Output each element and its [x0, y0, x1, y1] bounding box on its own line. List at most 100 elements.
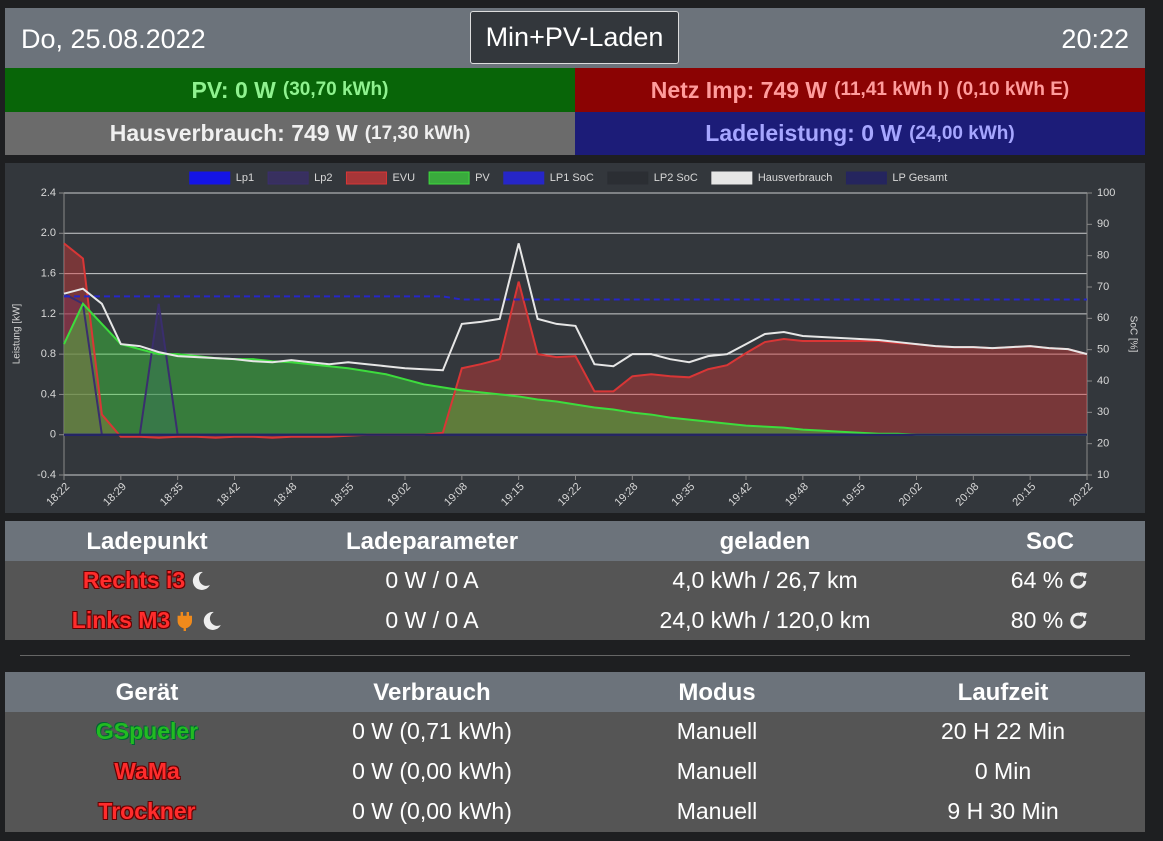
refresh-icon: [1070, 571, 1088, 589]
y-tick-label: 1.6: [41, 267, 56, 279]
row-name: GSpueler: [96, 718, 198, 745]
chart-panel: -0.4 0 0.4 0.8 1.2 1.6 2.0 2.4 10 20 30 40 50 60 70 80 9…: [5, 163, 1145, 513]
row-name: WaMa: [114, 758, 180, 785]
y2-tick-label: 60: [1097, 312, 1109, 324]
legend-swatch: [189, 171, 231, 185]
table-cell: 0 W (0,71 kWh): [352, 718, 512, 745]
table-cell: 80 %: [1011, 607, 1089, 634]
legend-swatch: [428, 171, 470, 185]
cell-text: 0 W (0,71 kWh): [352, 718, 512, 744]
table-cell: 20 H 22 Min: [941, 718, 1065, 745]
charge-summary: Ladeleistung: 0 W (24,00 kWh): [575, 112, 1145, 155]
legend-label: EVU: [392, 172, 415, 184]
table-cell: 64 %: [1011, 567, 1089, 594]
x-tick-label: 18:22: [44, 481, 72, 509]
time: 20:22: [1061, 24, 1129, 54]
table-cell: 0 Min: [975, 758, 1031, 785]
mode-button[interactable]: Min+PV-Laden: [470, 11, 679, 64]
y2-tick-label: 10: [1097, 469, 1109, 481]
column-header: Verbrauch: [373, 679, 491, 706]
table-cell: Manuell: [677, 798, 758, 825]
column-header: SoC: [1026, 528, 1074, 555]
x-tick-label: 19:02: [385, 481, 413, 509]
x-tick-label: 20:22: [1067, 481, 1095, 509]
grid-import: (11,41 kWh I): [834, 79, 950, 100]
cell-text: WaMa: [114, 758, 180, 784]
charge-energy: (24,00 kWh): [909, 122, 1015, 144]
cell-text: 0 W / 0 A: [385, 607, 479, 633]
series-line: [64, 295, 1087, 301]
cell-text: Trockner: [98, 798, 196, 824]
table-cell: 0 W / 0 A: [385, 607, 478, 634]
column-header: Ladeparameter: [345, 528, 519, 555]
legend-swatch: [267, 171, 309, 185]
table-header: Ladepunkt Ladeparameter geladen SoC: [5, 521, 1145, 561]
table-cell: 0 W / 0 A: [385, 567, 478, 594]
cell-text: 24,0 kWh / 120,0 km: [659, 607, 871, 633]
legend-swatch: [607, 171, 649, 185]
column-header: Laufzeit: [957, 679, 1049, 706]
area-fill: [64, 243, 1087, 438]
y2-tick-label: 80: [1097, 250, 1109, 262]
y2-tick-label: 30: [1097, 406, 1109, 418]
series-line: [63, 243, 1088, 372]
grid-summary: Netz Imp: 749 W (11,41 kWh I) (0,10 kWh E): [575, 68, 1145, 112]
table-cell: 0 W (0,00 kWh): [352, 798, 512, 825]
legend-swatch: [503, 171, 545, 185]
legend-swatch: [711, 171, 753, 185]
x-tick-label: 19:48: [783, 481, 811, 509]
column-header: Gerät: [115, 679, 179, 706]
grid-export: (0,10 kWh E): [956, 79, 1070, 100]
x-tick-label: 18:55: [328, 481, 356, 509]
device-table: Gerät Verbrauch Modus Laufzeit GSpueler 0 W (…: [5, 672, 1145, 832]
plug-icon: [178, 611, 193, 631]
cell-text: Rechts i3: [82, 567, 186, 593]
cell-text: Manuell: [676, 758, 758, 784]
y2-tick-label: 50: [1097, 344, 1109, 356]
x-tick-label: 18:29: [101, 481, 129, 509]
x-tick-label: 20:15: [1010, 481, 1038, 509]
row-name[interactable]: Rechts i3: [83, 567, 211, 594]
legend-label: Hausverbrauch: [758, 172, 833, 184]
cell-text: 4,0 kWh / 26,7 km: [672, 567, 858, 593]
area-fill: [64, 303, 1087, 435]
y-tick-label: 0.4: [41, 388, 56, 400]
cell-text: 0 W / 0 A: [385, 567, 479, 593]
y-tick-label: 2.0: [41, 227, 56, 239]
area-fill: [64, 293, 1087, 435]
legend-label: Lp2: [314, 172, 332, 184]
y-tick-label: 0: [50, 429, 56, 441]
column-header: geladen: [719, 528, 811, 555]
y-tick-label: 0.8: [41, 348, 56, 360]
legend-label: Lp1: [236, 172, 254, 184]
column-header: Ladepunkt: [86, 528, 208, 555]
cell-text: 64 %: [1010, 567, 1064, 593]
legend-swatch: [845, 171, 887, 185]
table-cell: 9 H 30 Min: [947, 798, 1058, 825]
chart: -0.4 0 0.4 0.8 1.2 1.6 2.0 2.4 10 20 30 40 50 60 70 80 9…: [12, 171, 1138, 509]
cell-text: 0 W (0,00 kWh): [352, 798, 512, 824]
table-cell: Manuell: [677, 758, 758, 785]
legend-label: PV: [475, 172, 490, 184]
refresh-icon: [1070, 611, 1088, 629]
pv-summary: PV: 0 W (30,70 kWh): [5, 68, 575, 112]
row-name: Trockner: [98, 798, 195, 825]
moon-icon: [193, 571, 211, 590]
y-axis-title: Leistung [kW]: [12, 303, 23, 364]
header-bar: Do, 25.08.2022 Min+PV-Laden 20:22: [5, 8, 1145, 68]
pv-energy: (30,70 kWh): [282, 79, 389, 100]
y-tick-label: 1.2: [41, 308, 56, 320]
table-cell: Manuell: [677, 718, 758, 745]
cell-text: Links M3: [71, 607, 171, 633]
row-name[interactable]: Links M3: [72, 607, 222, 634]
house-power: Hausverbrauch: 749 W: [109, 120, 358, 146]
column-header: Modus: [678, 679, 756, 706]
legend-swatch: [345, 171, 387, 185]
charge-table: Ladepunkt Ladeparameter geladen SoC Rechts i…: [5, 521, 1145, 640]
y2-tick-label: 70: [1097, 281, 1109, 293]
house-energy: (17,30 kWh): [364, 122, 471, 144]
cell-text: 0 Min: [974, 758, 1032, 784]
table-header: Gerät Verbrauch Modus Laufzeit: [5, 672, 1145, 712]
charge-power: Ladeleistung: 0 W: [705, 120, 903, 146]
